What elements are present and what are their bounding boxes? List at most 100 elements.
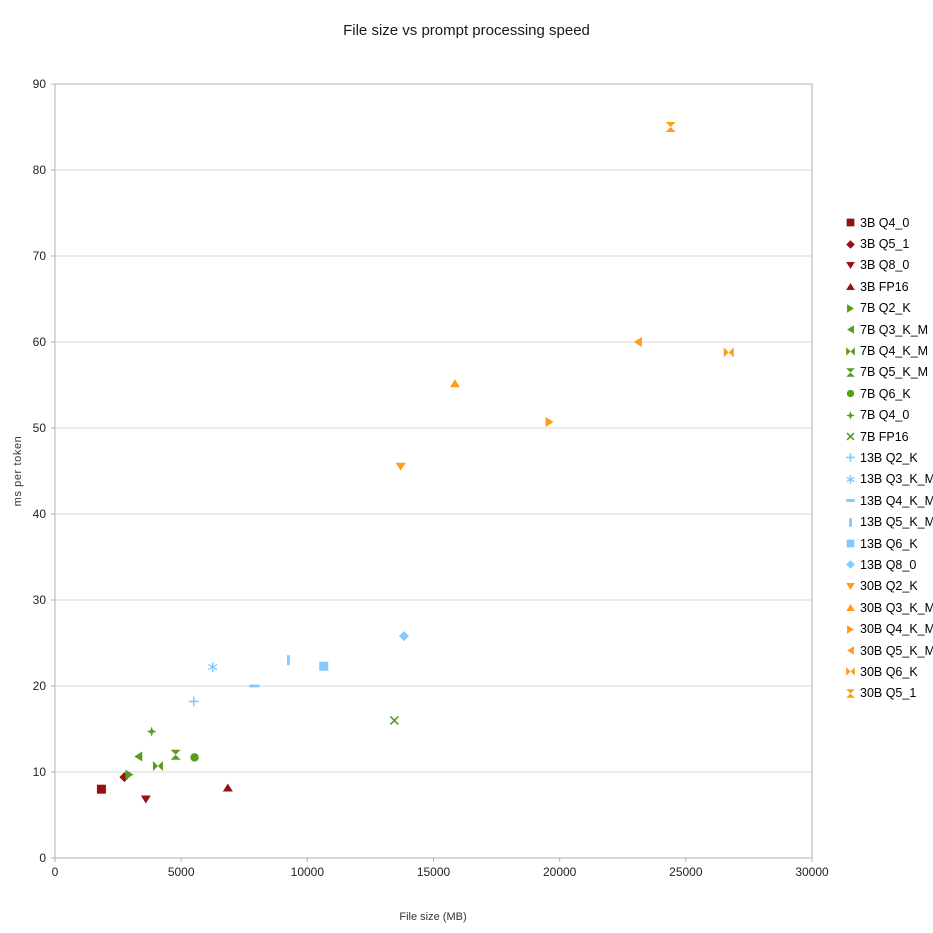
legend-item-label: 3B Q4_0 <box>860 215 910 230</box>
y-tick-label: 0 <box>39 851 46 865</box>
plus-marker-icon <box>846 453 855 463</box>
legend-item: 7B FP16 <box>844 426 933 447</box>
y-tick-label: 80 <box>33 163 47 177</box>
data-point-7b-fp16 <box>389 715 399 725</box>
legend-item: 30B Q4_K_M <box>844 618 933 639</box>
legend-item-label: 7B Q2_K <box>860 301 911 316</box>
chart-title: File size vs prompt processing speed <box>343 22 590 39</box>
legend-item: 7B Q4_K_M <box>844 340 933 361</box>
triangle-right-marker-icon <box>847 303 854 313</box>
legend-item: 30B Q3_K_M <box>844 597 933 618</box>
y-tick-label: 20 <box>33 679 47 693</box>
legend-item-label: 13B Q3_K_M <box>860 472 933 487</box>
bowtie-marker-icon <box>846 667 855 677</box>
legend-item-label: 13B Q6_K <box>860 536 918 551</box>
square-marker-icon <box>846 218 855 227</box>
data-point-7b-q4_k_m <box>152 760 163 771</box>
data-point-7b-q6_k <box>190 753 199 762</box>
data-point-7b-q3_k_m <box>134 751 143 762</box>
legend-item-label: 7B FP16 <box>860 429 909 444</box>
data-point-13b-q4_k_m <box>249 684 260 688</box>
legend-item: 30B Q5_1 <box>844 683 933 704</box>
legend-item: 13B Q5_K_M <box>844 511 933 532</box>
vbar-marker-icon <box>849 517 852 527</box>
data-point-13b-q8_0 <box>398 631 409 642</box>
legend: 3B Q4_0 3B Q5_1 3B Q8_0 3B FP16 7B Q2_K 7B Q3… <box>844 212 933 704</box>
circle-marker-icon <box>846 390 855 398</box>
triangle-down-marker-icon <box>846 582 855 590</box>
legend-item-label: 13B Q5_K_M <box>860 515 933 530</box>
asterisk-marker-icon <box>846 475 855 484</box>
legend-item: 7B Q2_K <box>844 298 933 319</box>
triangle-right-marker-icon <box>847 624 854 634</box>
legend-item-label: 7B Q6_K <box>860 386 911 401</box>
legend-item-label: 30B Q2_K <box>860 579 918 594</box>
legend-item-label: 3B Q8_0 <box>860 258 910 273</box>
hourglass-marker-icon <box>846 688 855 698</box>
legend-item-label: 30B Q3_K_M <box>860 600 933 615</box>
legend-item: 3B Q5_1 <box>844 233 933 254</box>
y-tick-label: 70 <box>33 249 47 263</box>
legend-item-label: 30B Q6_K <box>860 664 918 679</box>
x-tick-label: 20000 <box>543 865 577 879</box>
x-tick-label: 10000 <box>291 865 325 879</box>
y-tick-label: 50 <box>33 421 47 435</box>
data-point-13b-q2_k <box>188 696 199 707</box>
legend-item: 13B Q6_K <box>844 533 933 554</box>
data-point-7b-q2_k <box>125 769 134 780</box>
data-point-30b-q5_1 <box>665 122 676 132</box>
legend-item-label: 7B Q4_0 <box>860 408 910 423</box>
legend-item: 30B Q5_K_M <box>844 640 933 661</box>
legend-item: 7B Q4_0 <box>844 405 933 426</box>
legend-item: 13B Q2_K <box>844 447 933 468</box>
legend-item: 30B Q2_K <box>844 576 933 597</box>
data-point-3b-fp16 <box>222 783 233 792</box>
data-point-7b-q5_k_m <box>170 749 181 760</box>
y-tick-label: 40 <box>33 507 47 521</box>
data-point-30b-q2_k <box>395 462 406 471</box>
legend-item-label: 3B FP16 <box>860 279 909 294</box>
legend-item-label: 3B Q5_1 <box>860 237 910 252</box>
square-marker-icon <box>846 539 855 548</box>
data-point-13b-q6_k <box>319 661 329 671</box>
triangle-up-marker-icon <box>846 283 855 291</box>
data-point-30b-q5_k_m <box>633 337 642 347</box>
data-point-13b-q5_k_m <box>287 655 290 666</box>
legend-item: 13B Q4_K_M <box>844 490 933 511</box>
x-marker-icon <box>846 432 855 441</box>
hbar-marker-icon <box>846 499 855 503</box>
hourglass-marker-icon <box>846 368 855 377</box>
data-point-7b-q4_0 <box>146 726 157 737</box>
bowtie-marker-icon <box>846 346 855 356</box>
x-axis-title: File size (MB) <box>399 911 467 923</box>
x-tick-label: 30000 <box>795 865 829 879</box>
star4-marker-icon <box>846 410 855 420</box>
legend-item-label: 30B Q5_1 <box>860 686 917 701</box>
y-tick-label: 30 <box>33 593 47 607</box>
legend-item-label: 13B Q2_K <box>860 450 918 465</box>
legend-item: 13B Q3_K_M <box>844 469 933 490</box>
x-tick-label: 5000 <box>168 865 195 879</box>
triangle-down-marker-icon <box>846 262 855 269</box>
legend-item-label: 13B Q4_K_M <box>860 493 933 508</box>
legend-item-label: 7B Q4_K_M <box>860 344 929 359</box>
legend-item: 7B Q5_K_M <box>844 362 933 383</box>
y-tick-label: 60 <box>33 335 47 349</box>
legend-item: 3B Q8_0 <box>844 255 933 276</box>
data-point-13b-q3_k_m <box>208 662 218 673</box>
y-tick-label: 90 <box>33 77 47 91</box>
plot-border <box>54 83 813 859</box>
x-tick-label: 25000 <box>669 865 703 879</box>
legend-item-label: 30B Q5_K_M <box>860 643 933 658</box>
legend-item: 3B FP16 <box>844 276 933 297</box>
diamond-marker-icon <box>846 560 855 570</box>
data-point-30b-q3_k_m <box>449 379 460 388</box>
y-tick-label: 10 <box>33 765 47 779</box>
triangle-up-marker-icon <box>846 604 855 612</box>
data-point-3b-q8_0 <box>140 795 151 804</box>
legend-item: 7B Q3_K_M <box>844 319 933 340</box>
y-axis-title: ms per token <box>12 435 24 507</box>
x-tick-label: 0 <box>52 865 59 879</box>
